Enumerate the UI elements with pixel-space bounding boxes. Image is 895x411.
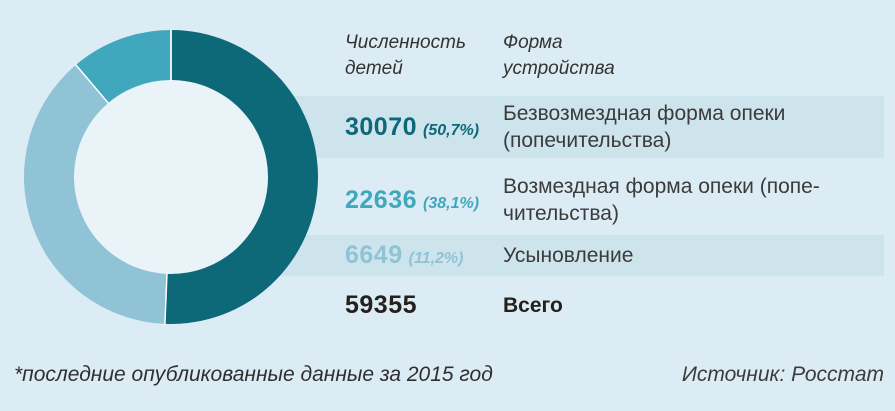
header-children-count: Численность детей [345,32,466,79]
segment-separator [74,63,110,105]
header-placement-form: Форма устройства [503,32,615,79]
segment-separator [164,272,168,325]
children-count: 59355 [345,290,418,319]
count-cell: 6649 (11,2%) [345,241,503,270]
count-cell: 22636 (38,1%) [345,186,503,215]
count-cell: 59355 [345,291,503,320]
placement-form-label: Возмездная форма опеки (попе- чительства… [503,175,820,225]
percent-share: (50,7%) [423,121,480,139]
children-count: 6649 [345,241,403,269]
children-count: 30070 [345,112,418,141]
donut-segment-2 [23,64,167,324]
percent-share: (38,1%) [423,194,480,212]
donut-chart [23,29,318,325]
table-row: 59355 Всего [345,283,884,327]
donut-segment-1 [164,30,318,324]
placement-form-label: Безвозмездная форма опеки (попечительств… [503,102,786,152]
table-row: 30070 (50,7%) Безвозмездная форма опеки … [345,96,884,158]
percent-share: (11,2%) [408,250,464,267]
count-cell: 30070 (50,7%) [345,113,503,142]
placement-form-label: Всего [503,293,563,317]
source-credit: Источник: Росстат [681,363,884,386]
row-band [280,96,884,158]
children-count: 22636 [345,185,418,214]
donut-segment-3 [75,30,171,104]
table-row: 6649 (11,2%) Усыновление [345,235,884,276]
table-header: Численность детей Форма устройства [345,30,884,82]
row-band [280,235,884,276]
footnote: *последние опубликованные данные за 2015… [14,363,493,386]
donut-hole [74,80,268,274]
placement-form-label: Усыновление [503,244,634,267]
table-row: 22636 (38,1%) Возмездная форма опеки (по… [345,165,884,235]
